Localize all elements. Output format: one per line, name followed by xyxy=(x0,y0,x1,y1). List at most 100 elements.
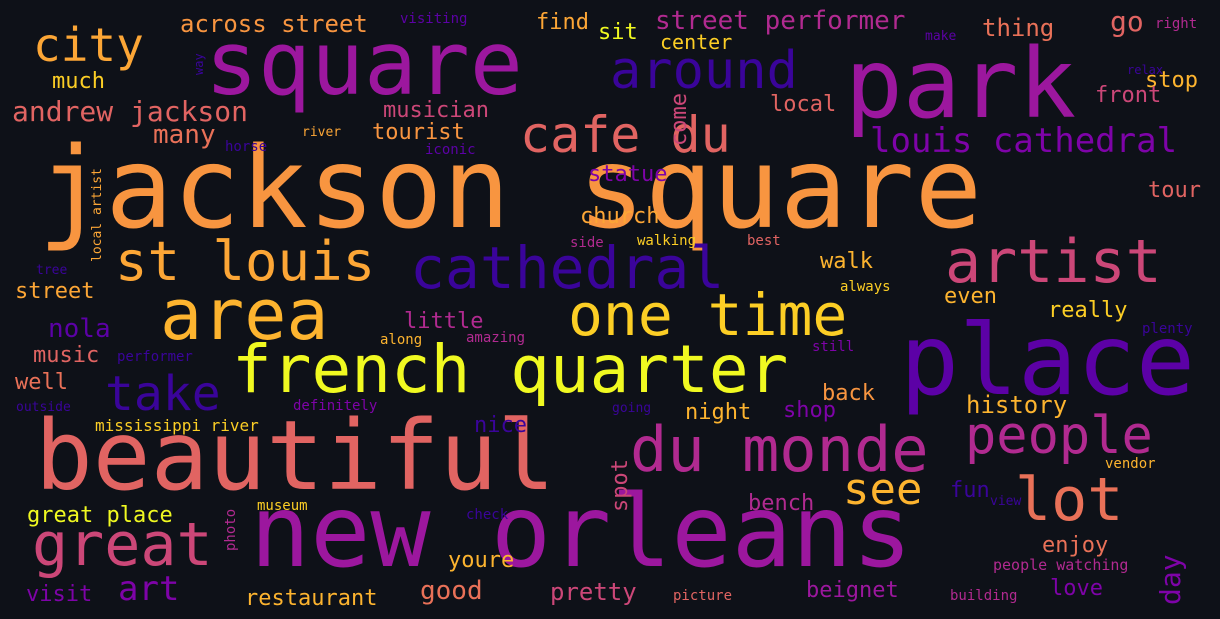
word-still: still xyxy=(812,339,855,355)
word-youre: youre xyxy=(448,548,515,573)
word-fun: fun xyxy=(950,478,990,503)
word-local: local xyxy=(770,92,837,117)
word-building: building xyxy=(950,588,1018,604)
word-jackson-square: jackson square xyxy=(38,124,983,254)
word-really: really xyxy=(1048,298,1128,323)
word-artist: artist xyxy=(945,227,1162,297)
word-enjoy: enjoy xyxy=(1042,533,1109,558)
word-square: square xyxy=(205,12,523,115)
word-lot: lot xyxy=(1015,465,1124,535)
word-along: along xyxy=(380,332,423,348)
word-music: music xyxy=(33,343,100,368)
word-local-artist: local artist xyxy=(90,168,105,262)
word-plenty: plenty xyxy=(1142,321,1193,337)
word-musician: musician xyxy=(383,98,489,123)
word-outside: outside xyxy=(16,400,71,415)
word-river: river xyxy=(302,125,342,140)
word-one-time: one time xyxy=(568,281,848,349)
word-night: night xyxy=(685,400,752,425)
word-restaurant: restaurant xyxy=(245,586,378,611)
word-pretty: pretty xyxy=(550,578,637,606)
word-best: best xyxy=(747,233,781,249)
word-tour: tour xyxy=(1148,178,1201,203)
word-nice: nice xyxy=(474,413,527,438)
word-great-place: great place xyxy=(27,503,173,528)
word-horse: horse xyxy=(225,139,268,155)
word-photo: photo xyxy=(223,508,239,551)
word-park: park xyxy=(845,28,1077,140)
word-relax: relax xyxy=(1127,63,1164,77)
word-much: much xyxy=(52,69,105,94)
word-well: well xyxy=(15,370,68,395)
word-mississippi-river: mississippi river xyxy=(95,416,259,435)
word-area: area xyxy=(160,274,329,356)
word-side: side xyxy=(570,235,604,251)
word-find: find xyxy=(536,10,589,35)
word-place: place xyxy=(900,304,1196,418)
word-good: good xyxy=(420,576,483,606)
word-bench: bench xyxy=(748,491,815,516)
word-tourist: tourist xyxy=(372,120,465,145)
word-visiting: visiting xyxy=(400,11,468,27)
word-performer: performer xyxy=(117,349,193,365)
word-take: take xyxy=(105,366,221,422)
word-city: city xyxy=(33,18,144,72)
word-way: way xyxy=(192,53,206,75)
word-always: always xyxy=(840,279,891,295)
word-nola: nola xyxy=(48,314,111,344)
word-visit: visit xyxy=(26,582,93,607)
word-picture: picture xyxy=(673,588,733,604)
word-french-quarter: french quarter xyxy=(232,331,789,408)
word-stop: stop xyxy=(1145,68,1198,93)
word-go: go xyxy=(1110,5,1144,38)
word-amazing: amazing xyxy=(466,330,526,346)
word-sit: sit xyxy=(598,20,638,45)
word-st-louis: st louis xyxy=(115,230,376,293)
word-beautiful: beautiful xyxy=(35,400,556,512)
word-walk: walk xyxy=(820,249,873,274)
word-beignet: beignet xyxy=(806,578,899,603)
word-across-street: across street xyxy=(180,10,368,38)
word-shop: shop xyxy=(783,398,836,423)
word-louis-cathedral: louis cathedral xyxy=(870,121,1178,161)
word-walking: walking xyxy=(637,233,697,249)
word-cathedral: cathedral xyxy=(410,234,725,302)
word-people-watching: people watching xyxy=(993,556,1129,574)
word-definitely: definitely xyxy=(293,398,378,414)
word-new-orleans: new orleans xyxy=(250,473,913,590)
word-back: back xyxy=(822,381,875,406)
word-love: love xyxy=(1050,576,1103,601)
word-statue: statue xyxy=(588,162,668,187)
word-tree: tree xyxy=(36,263,68,278)
word-right: right xyxy=(1155,16,1198,32)
word-many: many xyxy=(153,120,216,150)
word-art: art xyxy=(118,569,180,609)
word-front: front xyxy=(1095,83,1162,108)
word-come: come xyxy=(667,93,692,146)
word-andrew-jackson: andrew jackson xyxy=(12,95,249,128)
word-great: great xyxy=(32,510,213,580)
word-history: history xyxy=(966,391,1068,419)
word-even: even xyxy=(944,284,997,309)
word-museum: museum xyxy=(257,498,308,514)
word-center: center xyxy=(660,30,733,54)
word-thing: thing xyxy=(982,14,1055,42)
word-du-monde: du monde xyxy=(630,413,929,486)
word-around: around xyxy=(610,41,798,101)
word-view: view xyxy=(990,494,1022,509)
word-check: check xyxy=(466,507,509,523)
word-day: day xyxy=(1154,554,1187,605)
word-see: see xyxy=(843,464,923,515)
word-spot: spot xyxy=(608,459,633,512)
word-cafe-du: cafe du xyxy=(520,106,731,164)
word-vendor: vendor xyxy=(1105,456,1156,472)
word-little: little xyxy=(404,309,484,334)
word-going: going xyxy=(612,401,652,416)
word-make: make xyxy=(925,29,957,44)
word-iconic: iconic xyxy=(425,142,476,158)
word-people: people xyxy=(965,406,1153,466)
word-street-performer: street performer xyxy=(655,6,906,36)
word-street: street xyxy=(15,279,95,304)
word-church: church xyxy=(580,204,660,229)
